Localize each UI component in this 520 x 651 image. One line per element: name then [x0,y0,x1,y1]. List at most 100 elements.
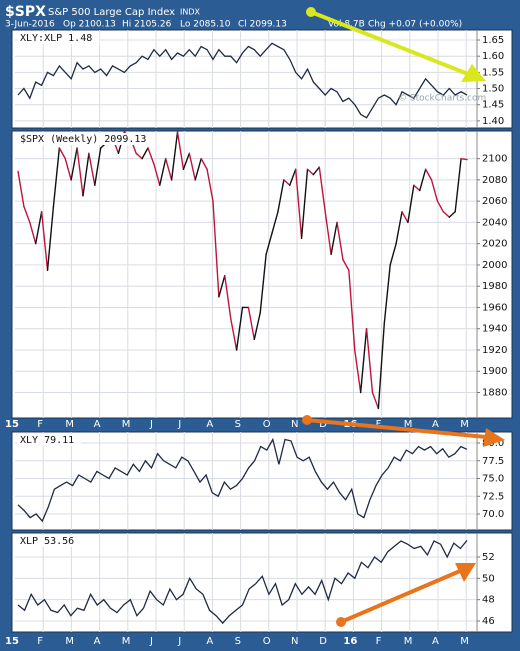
panel-background [11,130,513,419]
x-tick-label: F [37,419,43,430]
x-tick-label: A [206,419,213,430]
line-segment [229,317,238,351]
x-tick-label: J [177,419,181,430]
title-box [17,133,156,145]
line-segment [82,152,90,197]
y-tick-label: 1920 [482,345,507,356]
line-segment [58,147,66,160]
y-tick-label: 48 [482,595,495,606]
x-tick-label: J [177,636,181,647]
line-segment [324,211,332,256]
x-tick-label: M [122,419,131,430]
y-tick-label: 1.65 [482,35,504,46]
y-tick-label: 70.0 [482,509,504,520]
annotations [302,7,505,627]
title-box [17,32,100,44]
title-box [17,535,81,547]
x-tick-label: 15 [5,636,19,647]
line-segment [401,211,409,224]
y-tick-label: 2060 [482,196,507,207]
x-tick-label: J [149,419,153,430]
line-segment [330,221,338,256]
panel: 1.40 1.45 1.50 1.55 1.60 1.65 XLY:XLP 1.48 [11,29,513,129]
line-segment [206,168,214,202]
arrow-tail [306,7,316,17]
y-tick-label: 2040 [482,217,507,228]
series [17,131,468,410]
line-segment [318,166,326,213]
x-tick-label: N [291,419,298,430]
y-tick-label: 1.60 [482,51,504,62]
arrow-line [340,569,461,624]
x-tick-label: F [376,636,382,647]
panel-title: XLY 79.11 [20,435,74,446]
y-tick-label: 75.0 [482,474,504,485]
line-segment [419,168,427,192]
panel-title: $SPX (Weekly) 2099.13 [20,134,146,145]
line-segment [259,253,267,314]
line-segment [359,328,368,394]
arrow-tail [302,415,312,425]
panel-title: XLY:XLP 1.48 [20,33,92,44]
y-tick-label: 2020 [482,239,507,250]
y-tick-label: 2100 [482,154,507,165]
line-segment [35,211,43,245]
x-tick-label: J [149,636,153,647]
line-segment [170,131,179,181]
series [17,437,468,523]
line-segment [354,349,362,394]
line-segment [64,157,72,181]
line-segment [289,168,297,186]
line-segment [454,157,462,213]
line-segment [147,147,155,165]
y-tick-label: 2000 [482,260,507,271]
line-segment [300,168,309,240]
symbol: $SPX [5,4,46,20]
arrow-head [455,563,476,582]
line-segment [200,157,208,170]
change: Chg +0.07 (+0.00%) [368,20,462,30]
x-tick-label: A [432,419,439,430]
line-segment [94,147,102,186]
line-segment [277,179,285,213]
line-segment [17,170,25,208]
x-tick-label: F [376,419,382,430]
line-segment [52,147,61,208]
line-segment [395,211,403,245]
title-box [17,434,81,446]
line-segment [253,312,261,341]
date: 3-Jun-2016 [5,20,55,30]
line-segment [182,152,191,170]
arrow-line [306,418,487,439]
line-segment [29,221,37,245]
series [17,42,468,119]
x-tick-label: 15 [5,419,19,430]
line-segment [407,184,415,224]
line-segment [460,157,468,161]
line-segment [448,211,456,218]
x-tick-label: A [432,636,439,647]
panel: 1880 1900 1920 1940 1960 1980 2000 2020 2040 2060… [11,130,513,419]
line-segment [70,147,78,181]
x-tick-label: M [404,636,413,647]
y-tick-label: 1960 [482,302,507,313]
x-tick-label: S [235,419,241,430]
x-tick-label: O [263,636,271,647]
x-tick-label: M [460,636,469,647]
y-tick-label: 50 [482,573,495,584]
line-segment [46,205,55,271]
line-segment [188,152,196,181]
panel-background [11,29,513,129]
series [17,539,468,625]
y-tick-label: 46 [482,616,495,627]
arrow-tail [336,617,346,627]
line-segment [294,168,303,240]
line [17,539,468,625]
x-tick-label: 16 [343,636,357,647]
line-segment [383,264,391,325]
line-segment [306,168,315,176]
line-segment [224,274,232,319]
arrow-line [310,10,469,76]
panels: 1.40 1.45 1.50 1.55 1.60 1.65 XLY:XLP 1.48 1880… [5,29,513,647]
